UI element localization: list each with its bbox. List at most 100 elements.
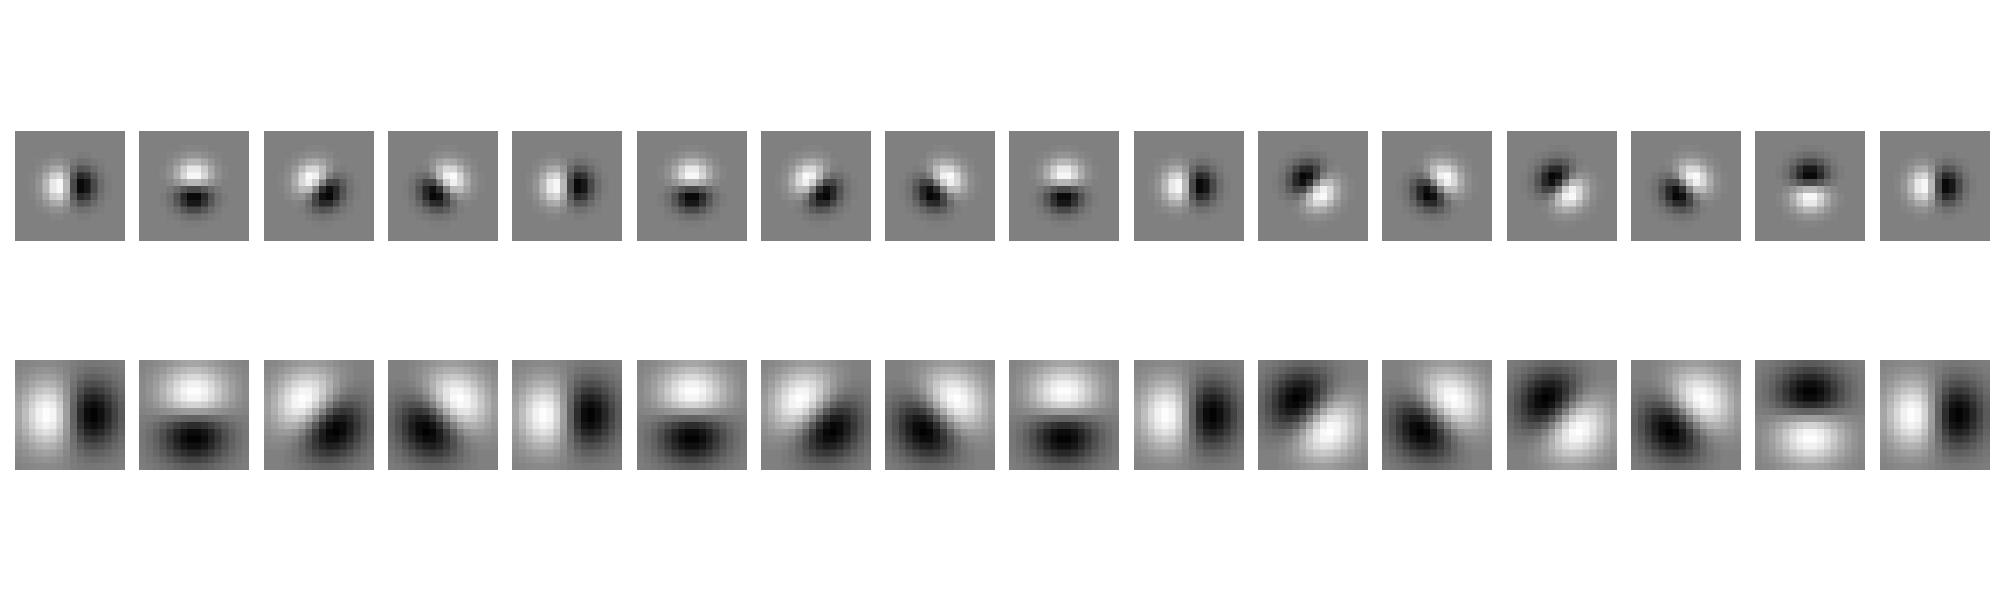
tile-pixel xyxy=(264,388,271,395)
tile-pixel xyxy=(15,367,22,374)
tile-pixel xyxy=(1175,422,1182,429)
tile-pixel xyxy=(1299,207,1306,214)
tile-pixel xyxy=(1064,374,1071,381)
tile-pixel xyxy=(664,214,671,221)
tile-pixel xyxy=(1279,429,1286,436)
tile-pixel xyxy=(919,401,926,408)
tile-pixel xyxy=(429,374,436,381)
tile-pixel xyxy=(1182,207,1189,214)
tile-pixel xyxy=(443,159,450,166)
tile-pixel xyxy=(692,443,699,450)
tile-pixel xyxy=(712,214,719,221)
tile-pixel xyxy=(961,374,968,381)
tile-pixel xyxy=(988,422,995,429)
tile-pixel xyxy=(1154,422,1161,429)
tile-pixel xyxy=(933,165,940,172)
tile-pixel xyxy=(1209,394,1216,401)
tile-pixel xyxy=(560,443,567,450)
tile-pixel xyxy=(464,381,471,388)
tile-pixel xyxy=(215,456,222,463)
tile-pixel xyxy=(443,463,450,470)
tile-pixel xyxy=(1023,374,1030,381)
tile-pixel xyxy=(1286,165,1293,172)
tile-pixel xyxy=(1679,388,1686,395)
tile-pixel xyxy=(1810,186,1817,193)
tile-pixel xyxy=(70,367,77,374)
tile-pixel xyxy=(678,401,685,408)
tile-pixel xyxy=(1161,172,1168,179)
tile-pixel xyxy=(1652,415,1659,422)
tile-pixel xyxy=(84,449,91,456)
tile-pixel xyxy=(588,207,595,214)
tile-pixel xyxy=(339,449,346,456)
tile-pixel xyxy=(1914,152,1921,159)
tile-pixel xyxy=(823,360,830,367)
tile-pixel xyxy=(1216,394,1223,401)
tile-pixel xyxy=(332,388,339,395)
tile-pixel xyxy=(1437,165,1444,172)
tile-pixel xyxy=(29,179,36,186)
tile-pixel xyxy=(1582,394,1589,401)
tile-pixel xyxy=(1838,381,1845,388)
tile-pixel xyxy=(422,200,429,207)
tile-pixel xyxy=(1672,179,1679,186)
tile-pixel xyxy=(1444,401,1451,408)
tile-pixel xyxy=(768,374,775,381)
tile-pixel xyxy=(464,360,471,367)
tile-pixel xyxy=(49,165,56,172)
tile-pixel xyxy=(236,374,243,381)
tile-pixel xyxy=(284,401,291,408)
tile-pixel xyxy=(961,186,968,193)
tile-pixel xyxy=(194,193,201,200)
tile-pixel xyxy=(1527,179,1534,186)
tile-pixel xyxy=(567,394,574,401)
tile-pixel xyxy=(181,422,188,429)
tile-pixel xyxy=(77,360,84,367)
tile-pixel xyxy=(1182,422,1189,429)
tile-pixel xyxy=(1044,408,1051,415)
tile-pixel xyxy=(1064,172,1071,179)
tile-pixel xyxy=(360,408,367,415)
tile-pixel xyxy=(1686,165,1693,172)
tile-pixel xyxy=(70,159,77,166)
tile-pixel xyxy=(809,179,816,186)
tile-pixel xyxy=(816,152,823,159)
tile-pixel xyxy=(174,200,181,207)
tile-pixel xyxy=(111,401,118,408)
tile-pixel xyxy=(981,360,988,367)
tile-pixel xyxy=(1707,179,1714,186)
tile-pixel xyxy=(484,367,491,374)
tile-pixel xyxy=(823,152,830,159)
tile-pixel xyxy=(229,436,236,443)
tile-pixel xyxy=(1437,145,1444,152)
tile-pixel xyxy=(201,165,208,172)
tile-pixel xyxy=(1582,193,1589,200)
tile-pixel xyxy=(968,367,975,374)
tile-pixel xyxy=(830,401,837,408)
tile-pixel xyxy=(1417,179,1424,186)
tile-pixel xyxy=(187,200,194,207)
tile-pixel xyxy=(305,388,312,395)
tile-pixel xyxy=(712,165,719,172)
tile-pixel xyxy=(70,449,77,456)
tile-pixel xyxy=(1196,429,1203,436)
tile-pixel xyxy=(1803,152,1810,159)
tile-pixel xyxy=(1520,394,1527,401)
tile-pixel xyxy=(1306,422,1313,429)
tile-pixel xyxy=(1485,401,1492,408)
tile-pixel xyxy=(332,360,339,367)
tile-pixel xyxy=(1914,159,1921,166)
tile-pixel xyxy=(788,408,795,415)
tile-pixel xyxy=(1720,367,1727,374)
tile-pixel xyxy=(1713,422,1720,429)
tile-pixel xyxy=(1693,429,1700,436)
tile-pixel xyxy=(823,179,830,186)
tile-pixel xyxy=(1548,145,1555,152)
tile-pixel xyxy=(1790,179,1797,186)
tile-pixel xyxy=(1354,443,1361,450)
tile-pixel xyxy=(581,165,588,172)
tile-pixel xyxy=(664,408,671,415)
tile-pixel xyxy=(1921,179,1928,186)
tile-pixel xyxy=(1064,360,1071,367)
tile-pixel xyxy=(56,172,63,179)
